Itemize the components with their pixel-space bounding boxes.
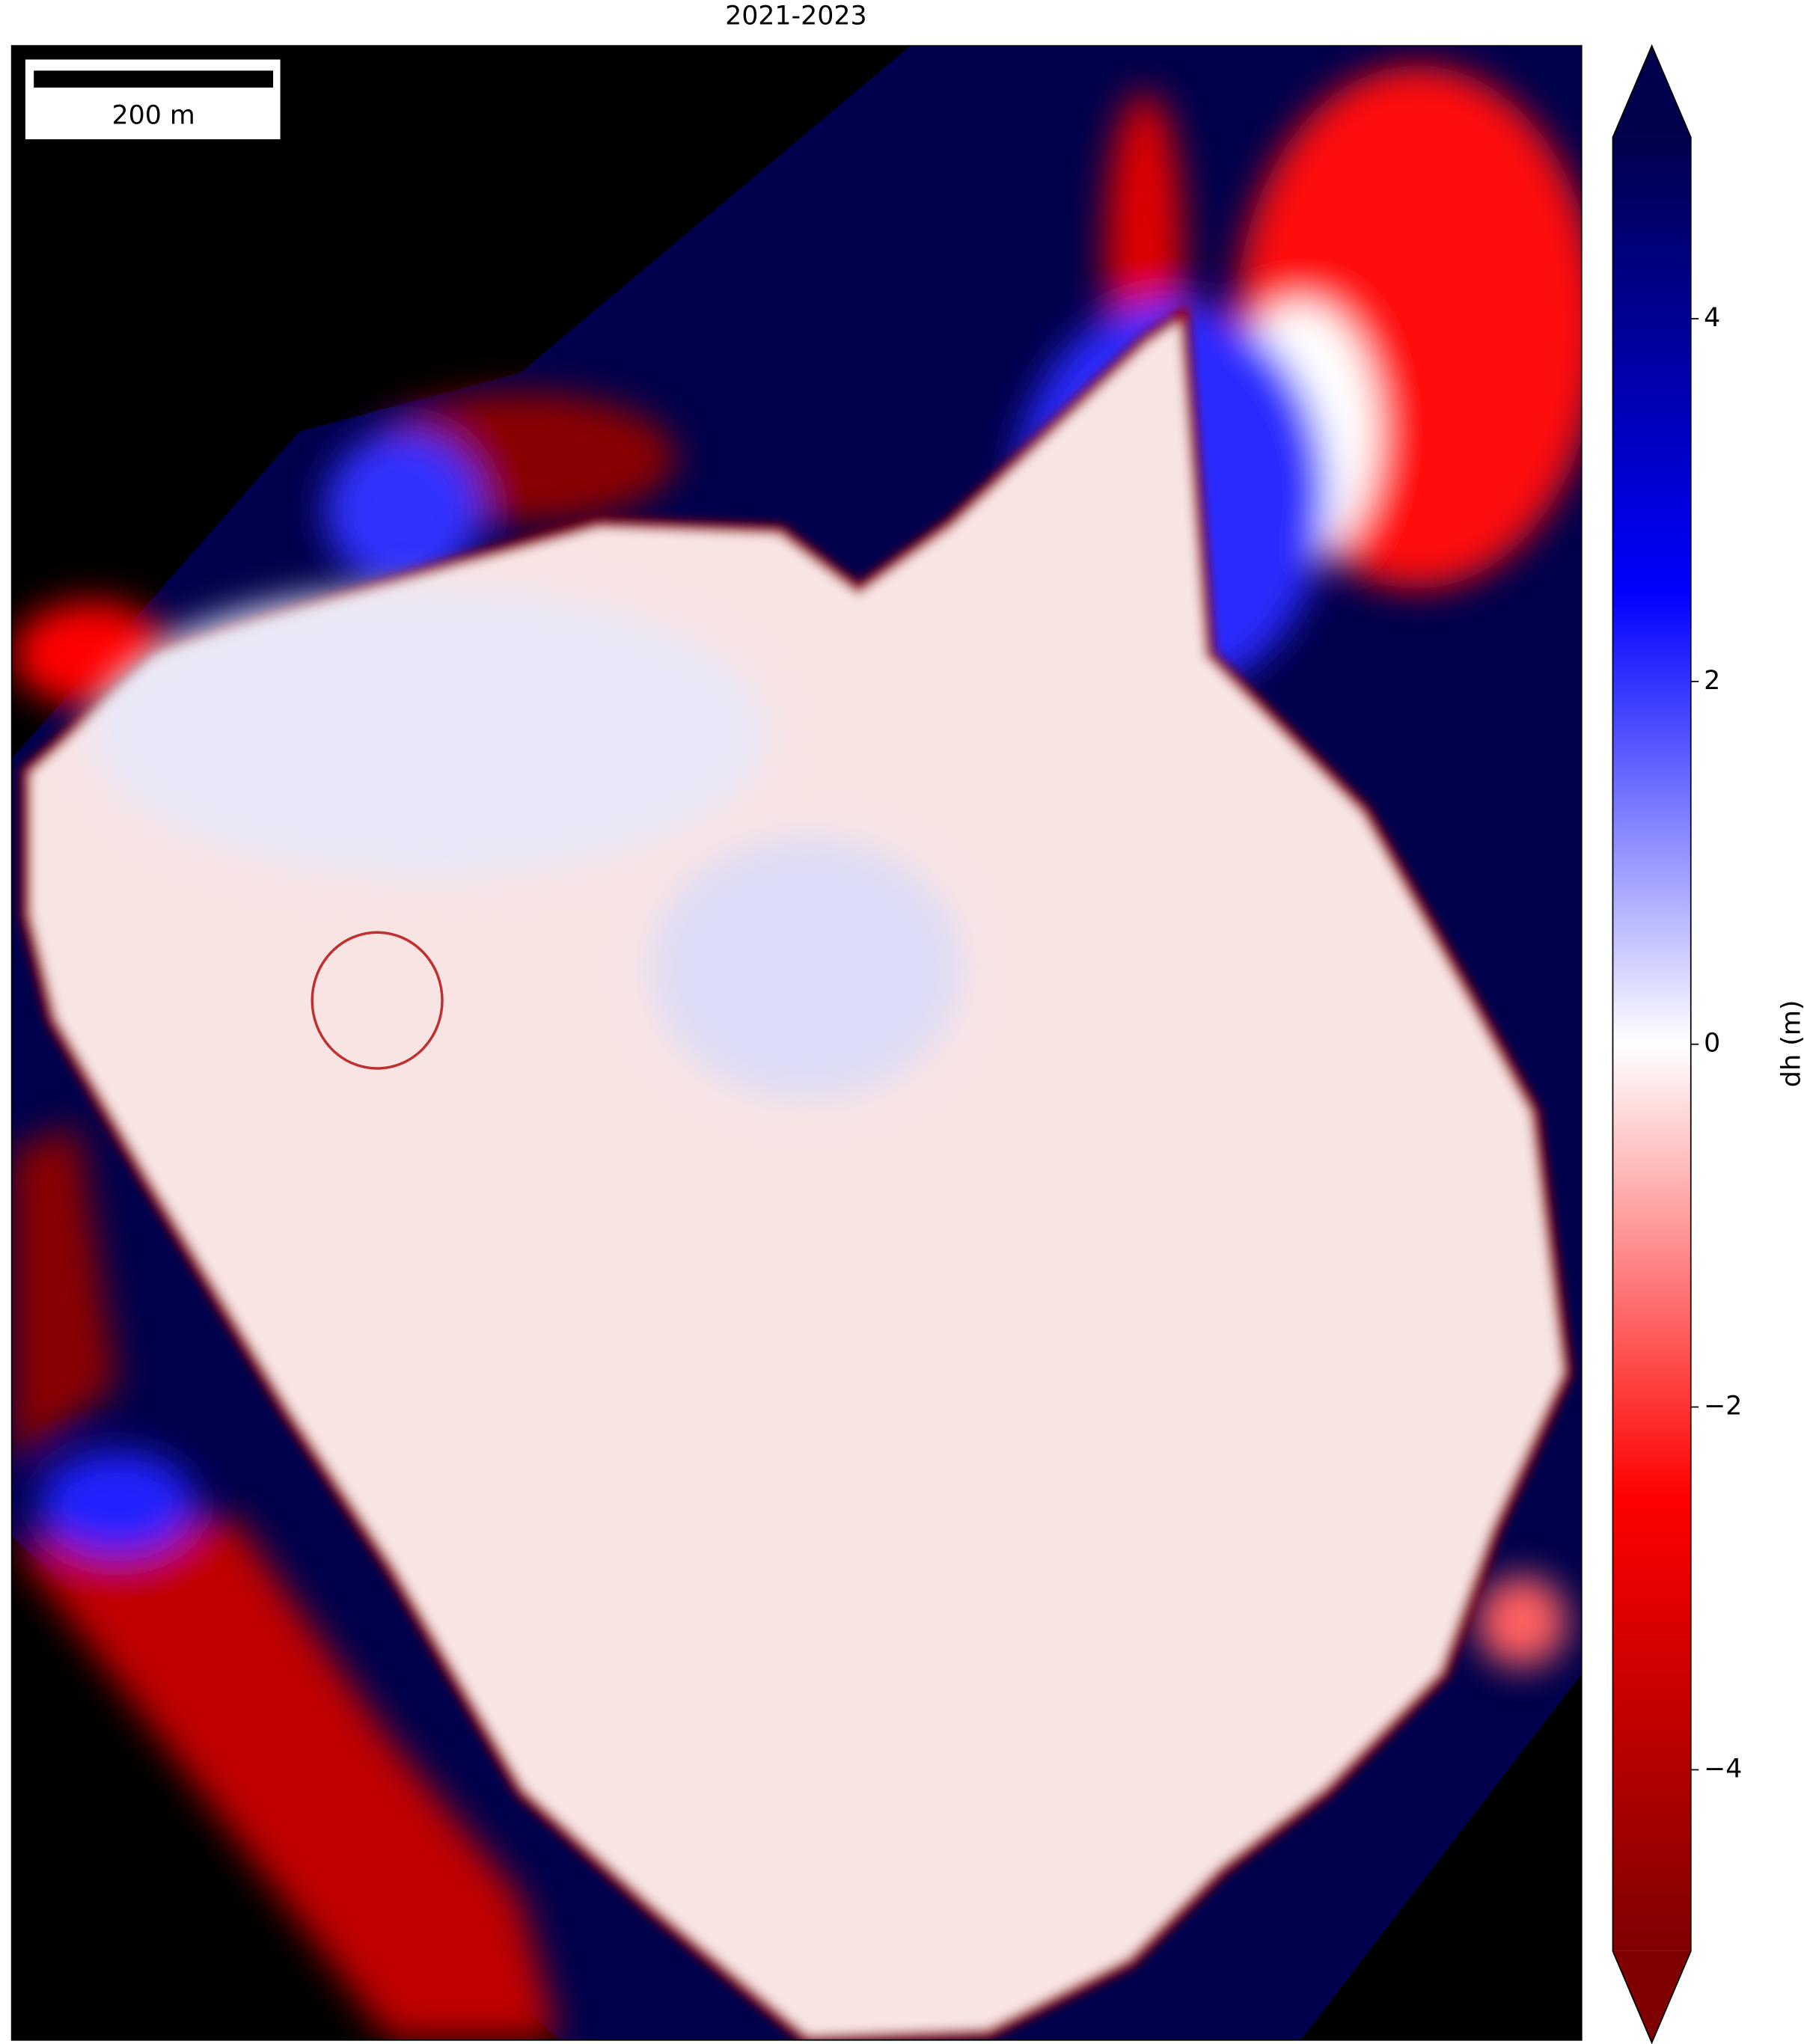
dh-map xyxy=(11,46,1582,2040)
crater xyxy=(311,931,444,1070)
colorbar-outline xyxy=(1612,43,1692,2044)
lightly-positive-area xyxy=(650,836,963,1099)
scale-bar xyxy=(34,70,274,88)
colorbar-tick-label: −4 xyxy=(1704,1754,1742,1784)
colorbar xyxy=(1612,137,1691,1951)
colorbar-tick-label: 0 xyxy=(1704,1029,1720,1059)
colorbar-extend-max xyxy=(1612,46,1691,138)
colorbar-tick-label: −2 xyxy=(1704,1392,1742,1422)
colorbar-tick-label: 2 xyxy=(1704,666,1720,696)
colorbar-label: dh (m) xyxy=(1776,1000,1804,1087)
lightly-positive-area xyxy=(91,588,768,877)
colorbar-tick-label: 4 xyxy=(1704,303,1720,333)
plot-frame xyxy=(10,45,1583,2041)
colorbar-extend-min xyxy=(1612,1950,1691,2043)
scale-bar-label: 200 m xyxy=(111,101,195,131)
chart-title: 2021-2023 xyxy=(725,1,866,31)
